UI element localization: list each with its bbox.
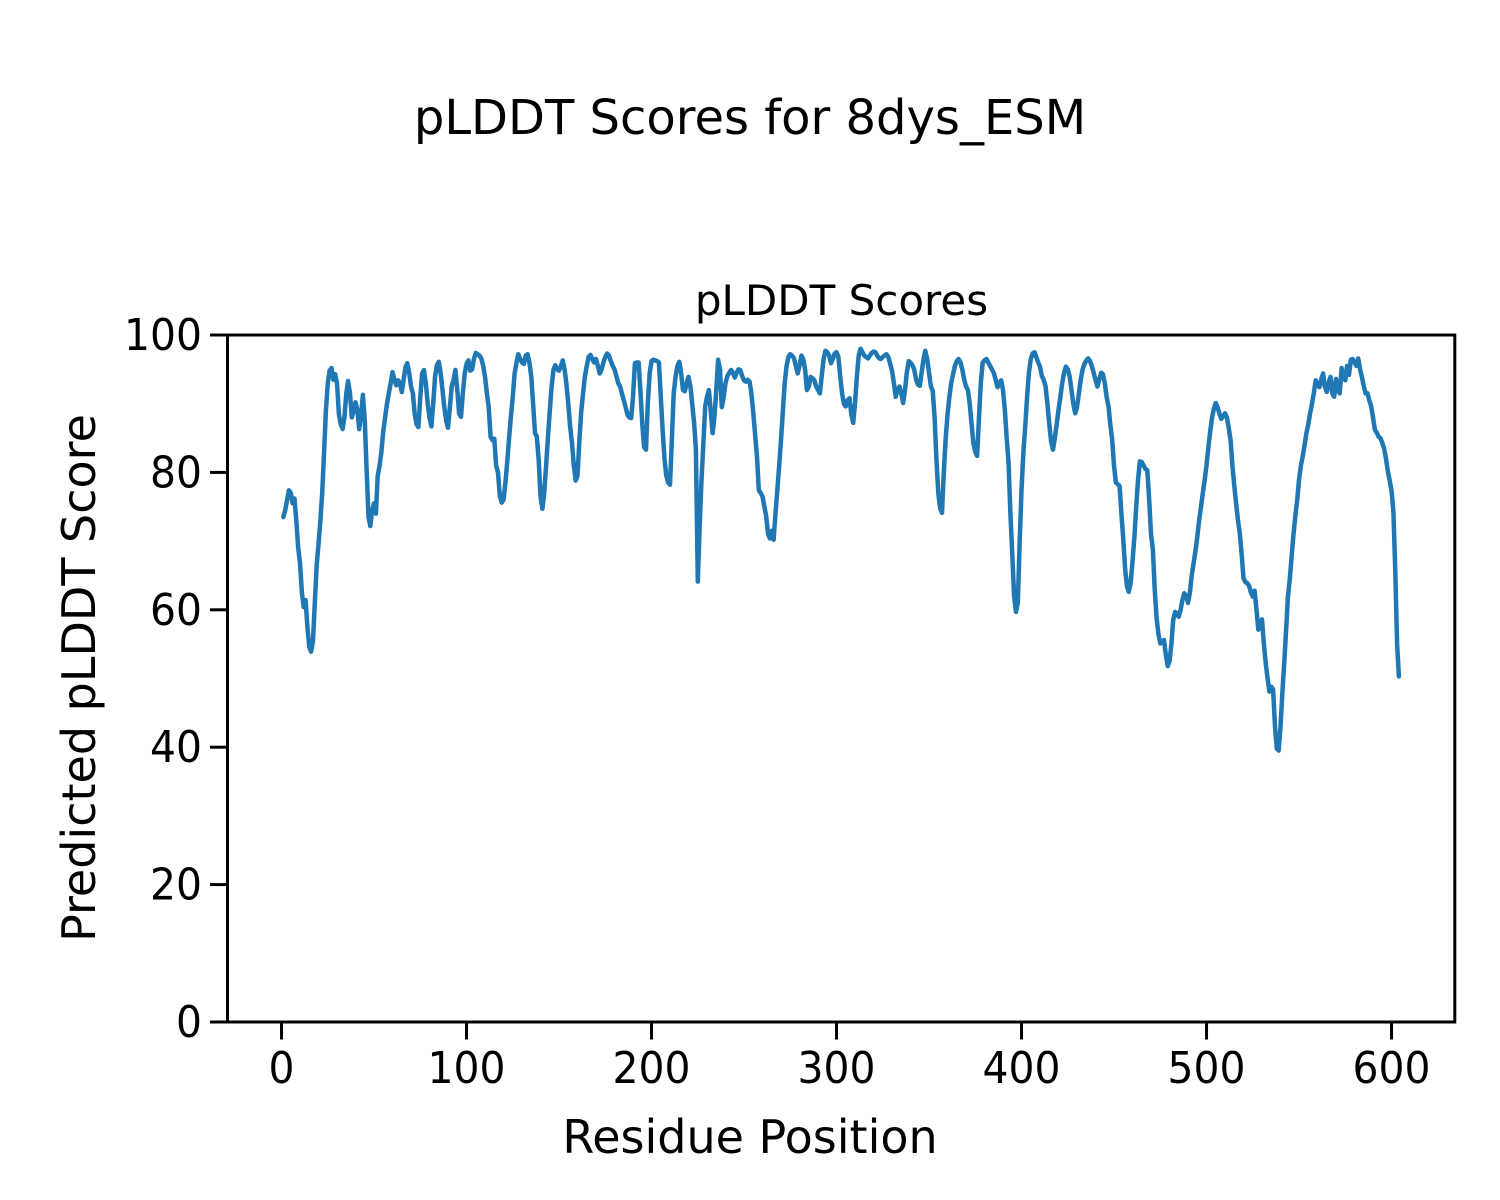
y-tick-label: 0	[176, 997, 202, 1048]
axes-spines	[226, 333, 1457, 1024]
x-tick-label: 400	[983, 1043, 1061, 1094]
y-tick-label: 40	[150, 722, 202, 773]
axes-title: pLDDT Scores	[694, 276, 989, 325]
y-tick-label: 100	[124, 310, 202, 361]
y-tick-label: 20	[150, 860, 202, 911]
x-tick-label: 300	[798, 1043, 876, 1094]
x-tick-label: 500	[1168, 1043, 1246, 1094]
x-tick-label: 600	[1353, 1043, 1431, 1094]
x-tick-label: 200	[613, 1043, 691, 1094]
y-tick-label: 60	[150, 585, 202, 636]
x-tick-label: 100	[428, 1043, 506, 1094]
y-tick-label: 80	[150, 447, 202, 498]
x-axis-label: Residue Position	[562, 1110, 938, 1164]
x-tick-label: 0	[269, 1043, 295, 1094]
figure-title: pLDDT Scores for 8dys_ESM	[413, 90, 1087, 146]
y-axis-label: Predicted pLDDT Score	[52, 414, 106, 942]
plddt-line-series	[281, 346, 1402, 753]
